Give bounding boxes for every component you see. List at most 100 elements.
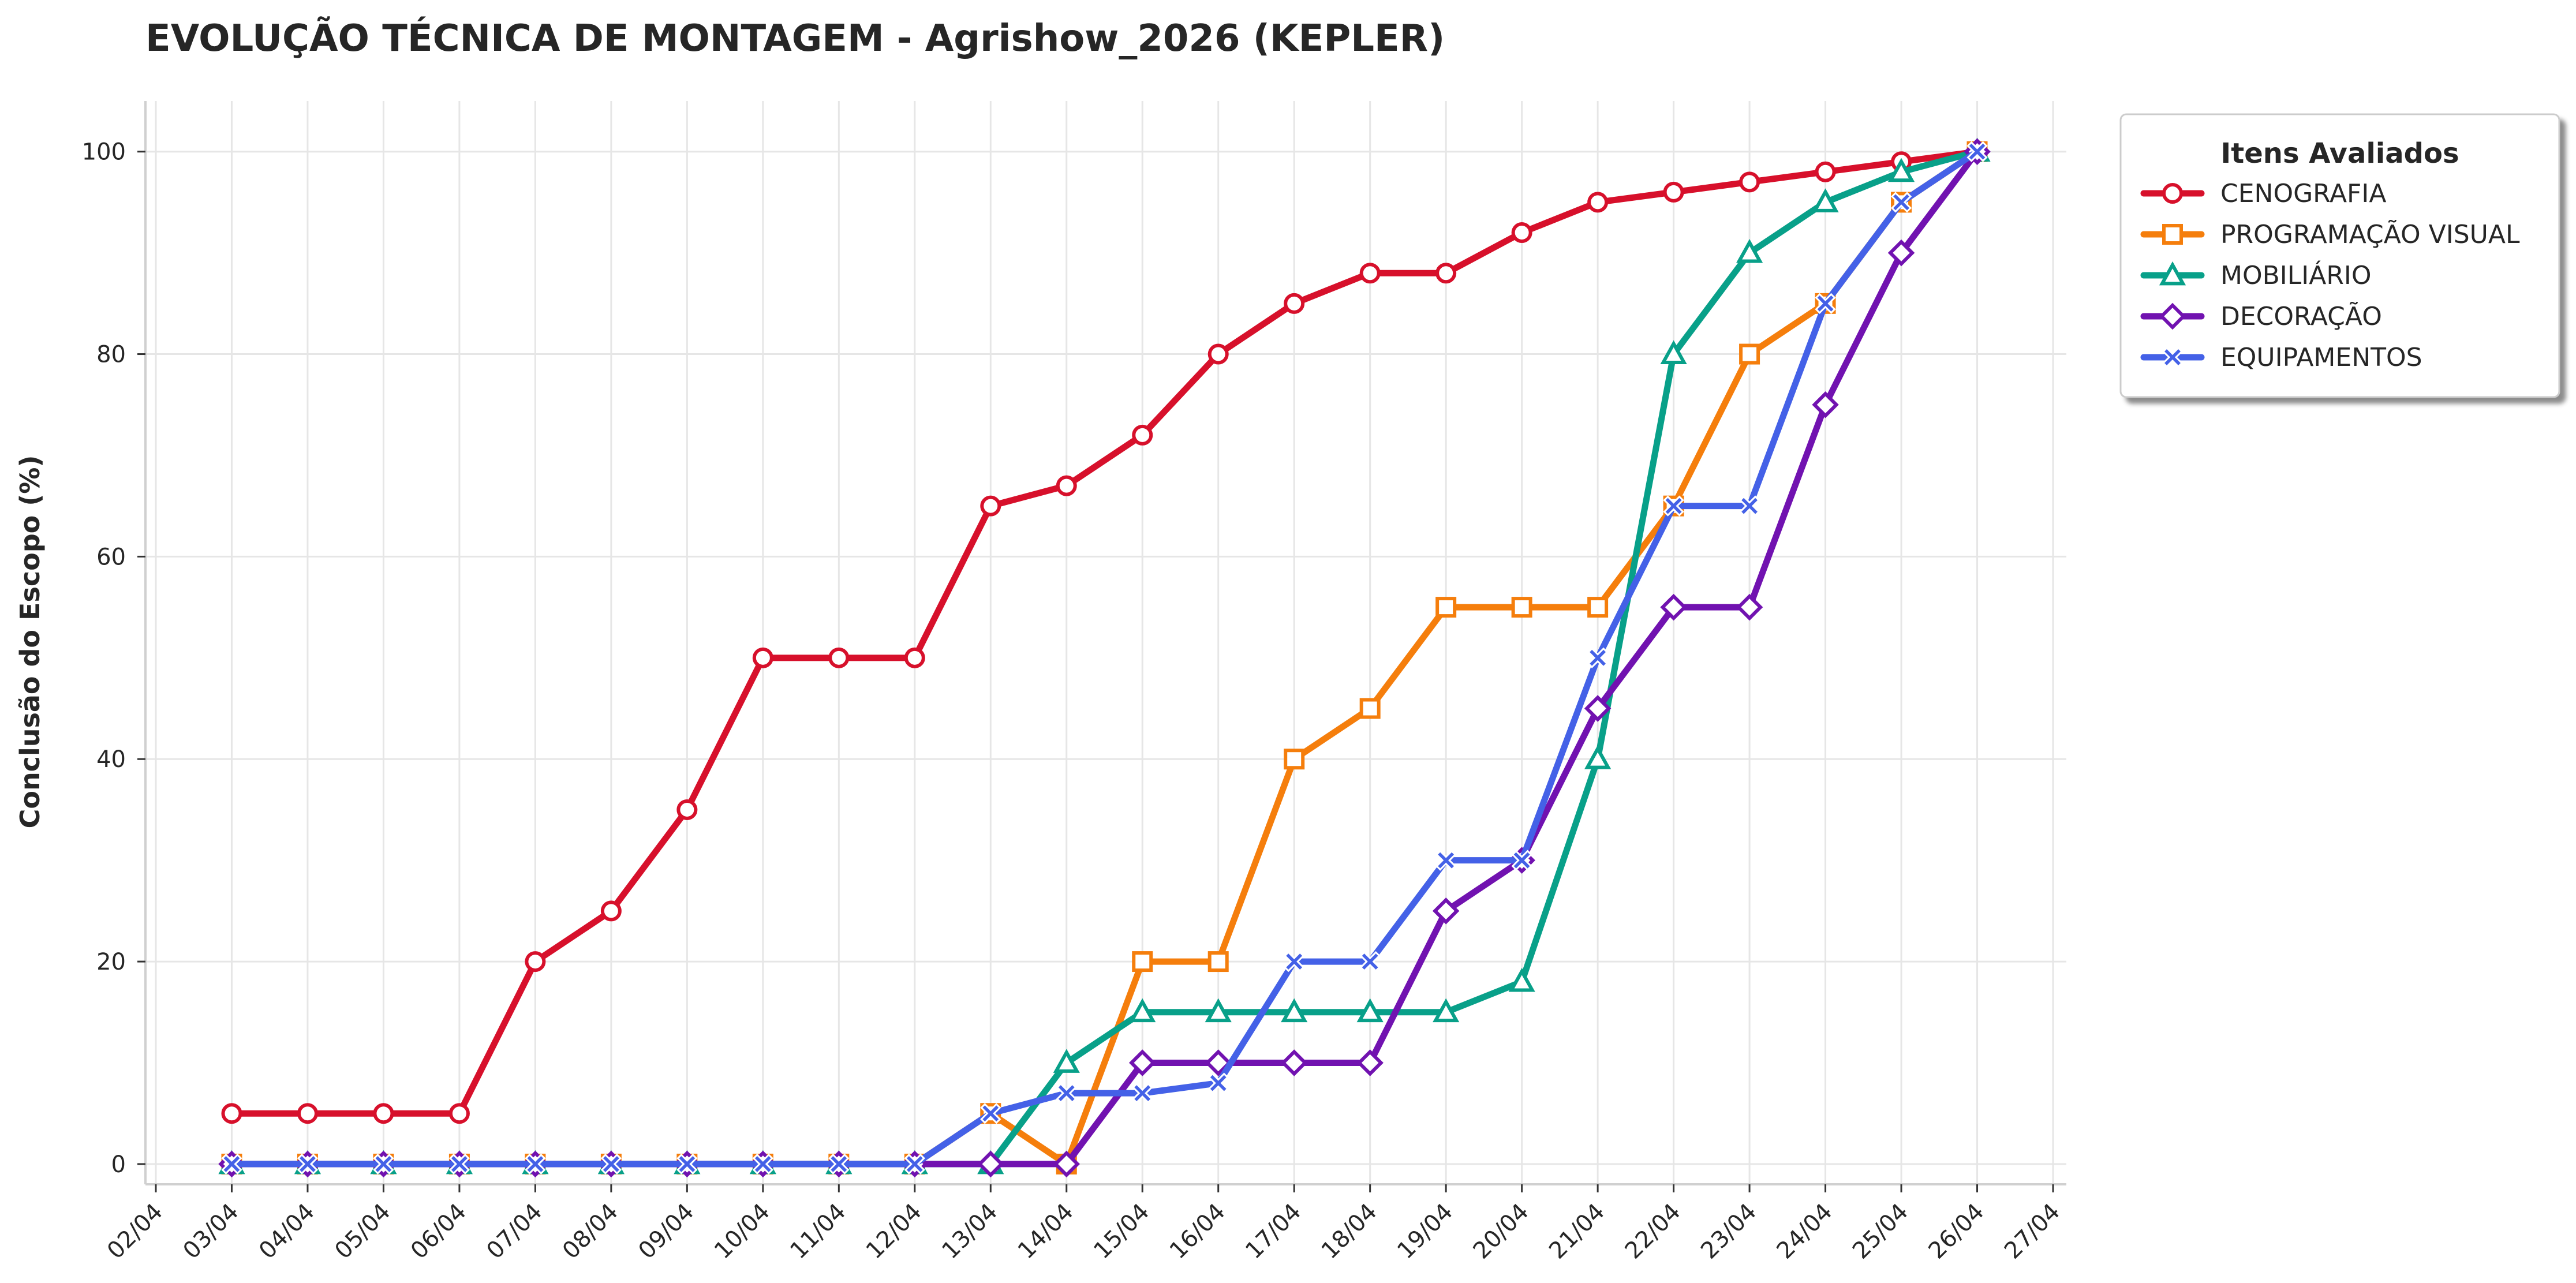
series-decoracao	[218, 138, 1991, 1178]
axes	[144, 101, 2066, 1185]
data-point	[1739, 171, 1760, 193]
data-point	[373, 1153, 394, 1175]
y-tick-label: 60	[96, 544, 126, 570]
data-point	[1660, 593, 1687, 621]
data-point	[1356, 1049, 1384, 1076]
data-point	[525, 951, 546, 972]
data-point	[1281, 998, 1308, 1023]
data-point	[448, 1153, 470, 1175]
data-point	[1132, 424, 1153, 446]
data-point	[1359, 698, 1381, 719]
data-point	[1511, 222, 1532, 244]
series-mobiliario	[218, 137, 1991, 1174]
data-point	[1056, 475, 1077, 496]
data-point	[1739, 343, 1760, 365]
x-tick-label: 08/04	[558, 1199, 623, 1265]
data-point	[1815, 293, 1836, 314]
data-point	[1966, 141, 1988, 162]
legend-marker	[2162, 224, 2183, 245]
y-tick-label: 100	[82, 139, 126, 166]
data-point	[1660, 340, 1687, 364]
data-point	[1587, 597, 1609, 618]
x-tick-label: 12/04	[861, 1199, 927, 1265]
data-point	[1053, 1150, 1081, 1178]
data-point	[977, 1150, 1004, 1178]
legend-marker	[2162, 183, 2183, 204]
data-point	[221, 1103, 242, 1124]
data-point	[752, 1153, 773, 1175]
data-point	[1284, 951, 1305, 972]
series-line	[228, 148, 1981, 1168]
data-point	[1663, 495, 1684, 517]
data-point	[1736, 593, 1763, 621]
data-point	[1736, 238, 1763, 263]
data-point	[297, 1153, 319, 1175]
x-tick-label: 18/04	[1317, 1199, 1382, 1265]
x-tick-label: 15/04	[1089, 1199, 1154, 1265]
data-point	[1132, 1083, 1153, 1104]
series-line	[228, 148, 1981, 1117]
data-point	[1511, 850, 1532, 871]
data-point	[1132, 951, 1153, 972]
data-point	[980, 1103, 1001, 1124]
legend-item: MOBILIÁRIO	[2140, 260, 2372, 290]
legend-label: PROGRAMAÇÃO VISUAL	[2220, 219, 2520, 249]
data-point	[1584, 745, 1612, 769]
x-tick-label: 22/04	[1620, 1199, 1686, 1265]
legend-box	[2119, 113, 2560, 398]
x-tick-label: 07/04	[481, 1199, 547, 1265]
legend-item: CENOGRAFIA	[2140, 179, 2386, 208]
grid-lines	[145, 101, 2066, 1184]
legend-marker	[2159, 302, 2186, 330]
data-point	[1815, 161, 1836, 182]
data-point	[1205, 998, 1232, 1023]
data-point	[828, 647, 850, 668]
data-point	[1128, 1049, 1156, 1076]
x-tick-label: 25/04	[1848, 1199, 1913, 1265]
data-point	[1056, 1083, 1077, 1104]
y-tick-label: 40	[96, 746, 126, 773]
data-point	[1435, 263, 1457, 284]
data-point	[1129, 998, 1156, 1023]
data-point	[1584, 695, 1612, 722]
x-tick-label: 20/04	[1468, 1199, 1534, 1265]
legend-item: PROGRAMAÇÃO VISUAL	[2140, 219, 2520, 249]
data-point	[373, 1103, 394, 1124]
x-tick-label: 21/04	[1544, 1199, 1610, 1265]
x-tick-label: 24/04	[1772, 1199, 1838, 1265]
data-point	[752, 647, 773, 668]
y-axis-ticks: 0 20 40 60 80 100	[82, 139, 145, 1178]
data-point	[600, 1153, 622, 1175]
y-tick-label: 80	[96, 342, 126, 368]
data-point	[1812, 188, 1839, 212]
series-equipamentos	[221, 141, 1988, 1175]
data-point	[1207, 343, 1229, 365]
data-point	[1207, 951, 1229, 972]
data-point	[1890, 192, 1912, 213]
x-tick-label: 06/04	[406, 1199, 472, 1265]
x-tick-label: 13/04	[937, 1199, 1003, 1265]
legend-items: CENOGRAFIA PROGRAMAÇÃO VISUAL MOBILIÁRIO DE…	[2140, 179, 2520, 372]
legend-marker	[2162, 346, 2184, 368]
data-point	[1887, 158, 1915, 182]
data-point	[1432, 897, 1460, 925]
x-tick-label: 19/04	[1392, 1199, 1458, 1265]
data-point	[1511, 597, 1532, 618]
x-tick-label: 17/04	[1240, 1199, 1306, 1265]
data-point	[1435, 850, 1457, 871]
legend-item: DECORAÇÃO	[2140, 301, 2382, 331]
data-point	[1207, 1072, 1229, 1094]
series-line	[228, 148, 1981, 1168]
data-point	[980, 495, 1001, 517]
legend-marker	[2159, 261, 2186, 286]
data-point	[676, 799, 698, 820]
data-point	[1053, 1049, 1080, 1073]
x-tick-label: 14/04	[1013, 1199, 1079, 1265]
y-axis-label: Conclusão do Escopo (%)	[14, 455, 46, 829]
data-point	[1887, 239, 1915, 267]
data-point	[1359, 951, 1381, 972]
legend-item: EQUIPAMENTOS	[2140, 343, 2422, 372]
data-point	[297, 1103, 318, 1124]
x-tick-label: 02/04	[102, 1199, 168, 1265]
